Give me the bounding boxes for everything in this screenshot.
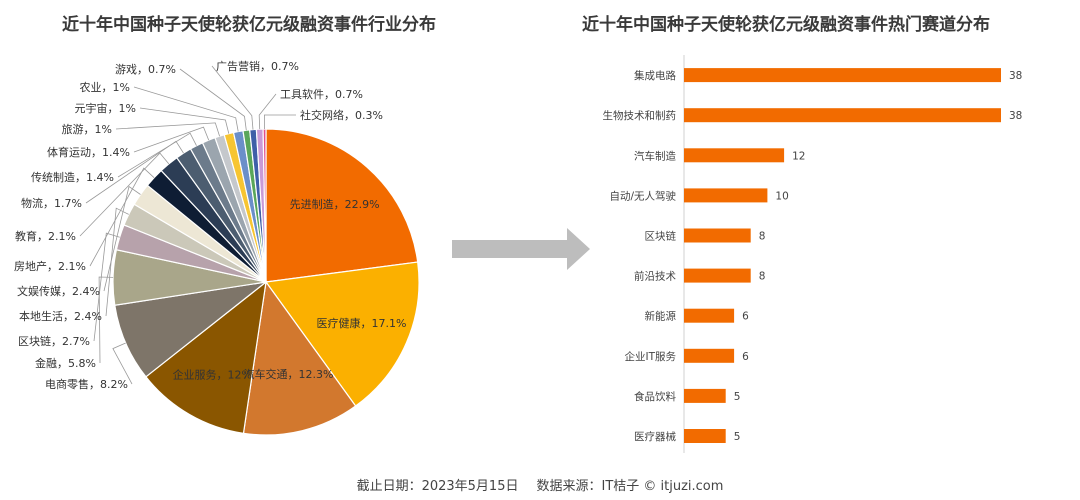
bar-category-label-3: 汽车制造 xyxy=(634,149,676,162)
bar-category-label-5: 区块链 xyxy=(645,230,677,243)
pie-label-13: 传统制造，1.4% xyxy=(31,170,114,184)
pie-leader-13 xyxy=(117,132,197,178)
pie-label-20: 工具软件，0.7% xyxy=(280,87,363,101)
pie-label-3: 汽车交通，12.3% xyxy=(244,367,334,381)
bar-chart-title: 近十年中国种子天使轮获亿元级融资事件热门赛道分布 xyxy=(582,15,990,35)
pie-leader-6 xyxy=(98,276,114,364)
pie-label-8: 本地生活，2.4% xyxy=(19,309,102,323)
bar-value-label-8: 6 xyxy=(742,351,749,363)
pie-leader-19 xyxy=(211,65,254,130)
pie-leader-11 xyxy=(79,152,170,237)
pie-label-17: 农业，1% xyxy=(80,80,130,94)
bar-8 xyxy=(684,348,735,363)
pie-leader-14 xyxy=(133,126,210,153)
pie-label-11: 教育，2.1% xyxy=(15,229,76,243)
pie-label-16: 元宇宙，1% xyxy=(75,101,136,115)
pie-label-6: 金融，5.8% xyxy=(35,356,96,370)
pie-label-14: 体育运动，1.4% xyxy=(47,145,130,159)
pie-leader-18 xyxy=(179,68,247,131)
pie-leader-10 xyxy=(89,167,155,267)
sector-bar-chart: 集成电路 38 生物技术和制药 38 汽车制造 12 自动/无人驾驶 10 区块链 8 前沿技术 8 新… xyxy=(603,55,1022,453)
pie-label-2: 医疗健康，17.1% xyxy=(317,316,407,330)
pie-leader-7 xyxy=(93,232,120,342)
pie-label-5: 电商零售，8.2% xyxy=(45,377,128,391)
pie-label-21: 社交网络，0.3% xyxy=(300,108,383,122)
bar-10 xyxy=(684,429,726,443)
pie-label-18: 游戏，0.7% xyxy=(115,63,176,76)
bar-value-label-1: 38 xyxy=(1009,70,1022,82)
bar-category-label-7: 新能源 xyxy=(645,310,677,323)
pie-label-9: 文娱传媒，2.4% xyxy=(17,284,100,298)
bar-category-label-9: 食品饮料 xyxy=(634,390,676,403)
pie-leader-8 xyxy=(105,207,129,317)
pie-leader-21 xyxy=(263,114,296,130)
pie-leader-9 xyxy=(103,185,141,292)
pie-label-1: 先进制造，22.9% xyxy=(290,197,380,211)
bar-value-label-3: 12 xyxy=(792,150,805,162)
bar-category-label-6: 前沿技术 xyxy=(634,270,676,283)
pie-slice-4 xyxy=(145,280,267,435)
bar-4 xyxy=(684,188,768,203)
pie-leader-20 xyxy=(258,93,277,130)
bar-1 xyxy=(684,68,1001,83)
pie-chart-title: 近十年中国种子天使轮获亿元级融资事件行业分布 xyxy=(62,15,436,35)
pie-slice-2 xyxy=(264,261,420,407)
bar-category-label-8: 企业IT服务 xyxy=(624,350,676,363)
bar-3 xyxy=(684,148,785,163)
pie-label-15: 旅游，1% xyxy=(62,122,112,136)
bar-value-label-9: 5 xyxy=(734,391,741,403)
bar-2 xyxy=(684,108,1001,123)
cutoff-date-text: 截止日期：2023年5月15日 xyxy=(356,479,519,494)
bar-category-label-10: 医疗器械 xyxy=(634,430,676,443)
pie-leader-16 xyxy=(139,107,230,134)
pie-slice-3 xyxy=(242,280,357,436)
bar-6 xyxy=(684,268,751,283)
bar-7 xyxy=(684,308,735,323)
pie-leader-15 xyxy=(115,122,220,137)
pie-leader-5 xyxy=(112,342,133,385)
pie-label-12: 物流，1.7% xyxy=(21,196,82,210)
pie-leader-17 xyxy=(133,86,239,132)
bar-value-label-7: 6 xyxy=(742,311,749,323)
pie-label-10: 房地产，2.1% xyxy=(14,259,86,273)
bar-value-label-10: 5 xyxy=(734,431,741,443)
pie-label-19: 广告营销，0.7% xyxy=(216,59,299,73)
footer: 截止日期：2023年5月15日 数据来源：IT桔子 © itjuzi.com xyxy=(0,475,1080,494)
bar-5 xyxy=(684,228,751,243)
bar-category-label-2: 生物技术和制药 xyxy=(603,109,677,122)
industry-pie-chart: 先进制造，22.9% 医疗健康，17.1% 汽车交通，12.3%企业服务，12% 电商… xyxy=(14,59,420,436)
pie-label-7: 区块链，2.7% xyxy=(18,334,90,348)
bar-value-label-2: 38 xyxy=(1009,110,1022,122)
pie-slice-21 xyxy=(262,128,267,283)
bar-value-label-4: 10 xyxy=(775,190,788,202)
pie-label-4: 企业服务，12% xyxy=(173,368,252,382)
bar-9 xyxy=(684,388,726,403)
bar-value-label-6: 8 xyxy=(759,271,766,283)
bar-value-label-5: 8 xyxy=(759,231,766,243)
pie-slice-1 xyxy=(265,128,419,283)
bar-category-label-4: 自动/无人驾驶 xyxy=(609,189,676,202)
arrow-right-icon xyxy=(452,228,590,270)
bar-category-label-1: 集成电路 xyxy=(634,69,676,82)
data-source-text: 数据来源：IT桔子 © itjuzi.com xyxy=(536,479,724,494)
